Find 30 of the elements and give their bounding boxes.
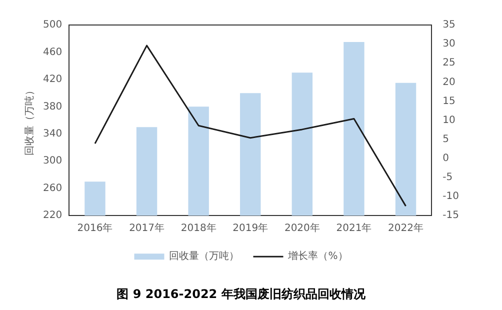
- y2-tick-label: 30: [442, 38, 456, 50]
- y-tick-label: 260: [42, 182, 62, 194]
- y2-tick-label: 5: [442, 134, 450, 145]
- y2-tick-label: -5: [442, 172, 453, 184]
- y2-tick-label: 25: [442, 58, 456, 69]
- x-tick-label: 2021年: [336, 222, 372, 234]
- x-tick-label: 2019年: [232, 222, 268, 234]
- legend-label: 回收量（万吨）: [169, 250, 240, 262]
- y2-tick-label: -10: [442, 191, 460, 202]
- x-tick-label: 2017年: [129, 222, 165, 234]
- y2-tick-label: -15: [442, 210, 460, 222]
- y2-tick-label: 10: [442, 114, 456, 126]
- y-tick-label: 380: [42, 101, 62, 112]
- y-tick-label: 300: [42, 156, 62, 167]
- legend-label: 增长率（%）: [287, 250, 348, 262]
- y-tick-label: 340: [42, 128, 62, 140]
- y2-tick-label: 35: [442, 20, 456, 31]
- x-tick-label: 2022年: [388, 222, 424, 234]
- x-tick-label: 2020年: [284, 222, 320, 234]
- y-tick-label: 460: [42, 46, 62, 58]
- x-tick-label: 2016年: [77, 222, 113, 234]
- text: 图 9 2016-2022 年我国废旧纺织品回收情况: [116, 286, 366, 301]
- y-tick-label: 220: [42, 210, 62, 222]
- y-axis-title: 回收量（万吨）: [24, 85, 36, 156]
- y2-tick-label: 0: [442, 153, 450, 164]
- y-tick-label: 420: [42, 74, 62, 86]
- y-tick-label: 500: [42, 20, 62, 31]
- y2-tick-label: 15: [442, 96, 456, 107]
- x-tick-label: 2018年: [180, 222, 216, 234]
- y2-tick-label: 20: [442, 76, 456, 88]
